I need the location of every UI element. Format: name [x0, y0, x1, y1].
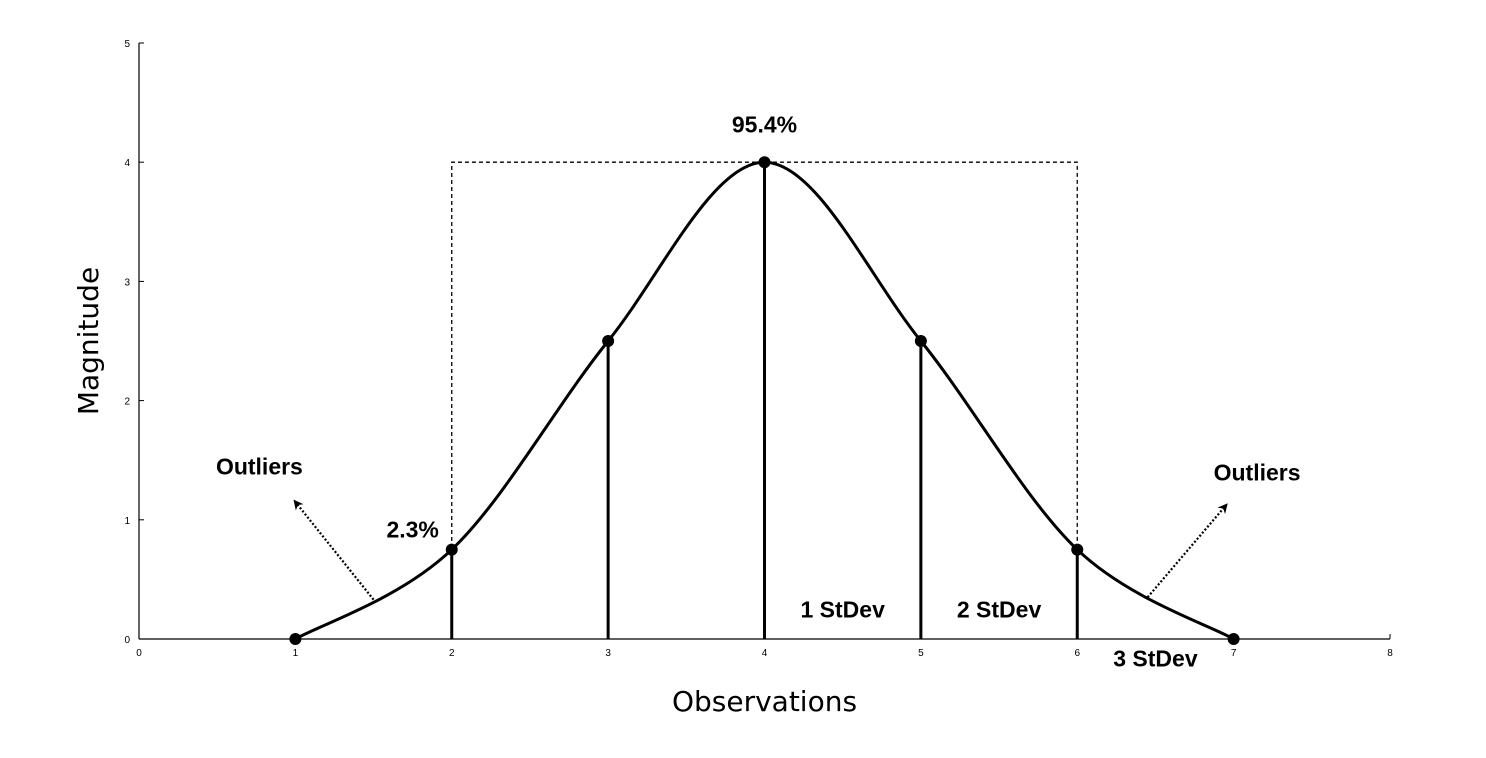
- annotation: Outliers: [1214, 459, 1301, 485]
- y-tick-label: 0: [124, 635, 130, 646]
- data-point: [289, 633, 302, 645]
- outlier-arrow: [1146, 503, 1228, 598]
- data-point: [914, 335, 927, 347]
- x-tick-label: 3: [605, 648, 611, 659]
- y-tick-label: 3: [124, 277, 130, 288]
- vertical-lines: [450, 162, 1079, 639]
- outlier-arrow: [293, 499, 375, 601]
- y-axis-title: Magnitude: [72, 267, 105, 415]
- annotation: 3 StDev: [1113, 645, 1198, 671]
- x-axis-title: Observations: [672, 685, 857, 718]
- arrows: [293, 499, 1228, 601]
- annotation: 2.3%: [386, 517, 438, 543]
- data-point: [1227, 633, 1240, 645]
- annotation: Outliers: [216, 454, 303, 480]
- x-tick-label: 4: [762, 648, 768, 659]
- x-tick-label: 0: [136, 648, 142, 659]
- data-point: [445, 543, 458, 556]
- dashed-box: [451, 161, 1078, 639]
- x-tick-label: 6: [1074, 648, 1080, 659]
- x-tick-label: 7: [1231, 648, 1237, 659]
- data-point: [602, 335, 615, 347]
- x-tick-label: 1: [293, 648, 299, 659]
- annotation: 2 StDev: [957, 597, 1042, 623]
- data-points: [289, 156, 1240, 645]
- y-tick-label: 5: [124, 39, 130, 50]
- annotations: 95.4% 2.3% 1 StDev 2 StDev 3 StDev Outliers Ou…: [216, 111, 1301, 671]
- annotation: 95.4%: [732, 111, 797, 137]
- x-tick-label: 8: [1387, 648, 1393, 659]
- annotation: 1 StDev: [801, 597, 886, 623]
- x-tick-label: 2: [449, 648, 455, 659]
- data-point: [1071, 543, 1084, 556]
- data-point: [758, 156, 771, 169]
- tick-labels: 0 1 2 3 4 5 6 7 8 0 1 2 3 4 5: [124, 39, 1393, 659]
- y-tick-label: 4: [124, 158, 130, 169]
- y-tick-label: 2: [124, 397, 130, 408]
- y-tick-label: 1: [124, 516, 130, 527]
- x-tick-label: 5: [918, 648, 924, 659]
- dashed-box-line: [451, 161, 1078, 639]
